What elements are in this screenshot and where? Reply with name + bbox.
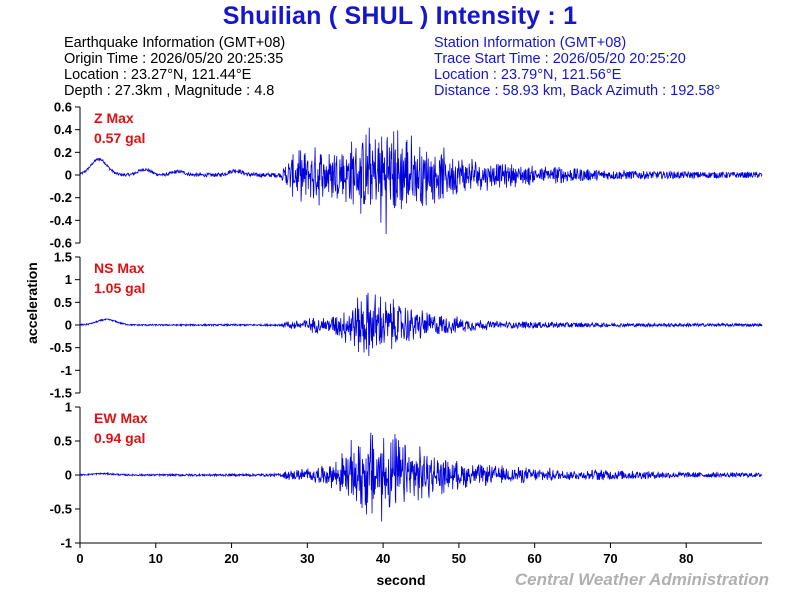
- x-tick-label: 10: [149, 551, 163, 566]
- max-label-ns: NS Max: [94, 260, 145, 276]
- chart-title: Shuilian ( SHUL ) Intensity : 1: [222, 2, 578, 30]
- x-tick-label: 60: [527, 551, 541, 566]
- y-tick-label: 0.4: [54, 122, 73, 137]
- y-tick-label: 0.2: [54, 145, 72, 160]
- station-location: Location : 23.79°N, 121.56°E: [434, 67, 622, 83]
- y-tick-label: -0.4: [50, 213, 73, 228]
- max-label-ew: EW Max: [94, 410, 148, 426]
- station-info: Station Information (GMT+08) Trace Start…: [434, 35, 720, 99]
- max-label-z: Z Max: [94, 110, 134, 126]
- y-tick-label: 0.5: [54, 295, 72, 310]
- y-tick-label: -0.2: [50, 190, 72, 205]
- x-tick-label: 40: [376, 551, 390, 566]
- y-tick-label: 1: [65, 272, 72, 287]
- x-axis-title: second: [376, 572, 425, 588]
- waveform-ew: [79, 432, 763, 522]
- y-tick-label: -0.5: [50, 340, 72, 355]
- trace-start-time: Trace Start Time : 2026/05/20 20:25:20: [434, 51, 686, 67]
- epicenter-location: Location : 23.27°N, 121.44°E: [64, 67, 252, 83]
- max-value-ew: 0.94 gal: [94, 430, 145, 446]
- y-tick-label: -1: [60, 363, 72, 378]
- y-tick-label: -1.5: [50, 386, 72, 401]
- x-tick-label: 0: [76, 551, 83, 566]
- credit-label: Central Weather Administration: [514, 570, 769, 589]
- x-tick-label: 50: [452, 551, 466, 566]
- y-tick-label: 1: [65, 400, 72, 415]
- y-tick-label: 0: [65, 318, 72, 333]
- earthquake-info: Earthquake Information (GMT+08) Origin T…: [64, 35, 285, 99]
- x-tick-label: 80: [679, 551, 693, 566]
- waveform-z: [79, 127, 763, 234]
- distance-azimuth: Distance : 58.93 km, Back Azimuth : 192.…: [434, 83, 721, 99]
- max-value-z: 0.57 gal: [94, 130, 145, 146]
- depth-magnitude: Depth : 27.3km , Magnitude : 4.8: [64, 83, 275, 99]
- station-info-heading: Station Information (GMT+08): [434, 35, 627, 51]
- y-tick-label: -1: [60, 536, 72, 551]
- y-tick-label: -0.6: [50, 236, 72, 251]
- x-tick-label: 20: [224, 551, 238, 566]
- y-tick-label: 0: [65, 168, 72, 183]
- y-tick-label: -0.5: [50, 502, 72, 517]
- earthquake-info-heading: Earthquake Information (GMT+08): [64, 35, 286, 51]
- y-tick-label: 0.5: [54, 434, 72, 449]
- x-tick-label: 70: [603, 551, 617, 566]
- y-axis-title: acceleration: [24, 262, 40, 344]
- origin-time: Origin Time : 2026/05/20 20:25:35: [64, 51, 284, 67]
- x-tick-label: 30: [300, 551, 314, 566]
- y-tick-label: 1.5: [54, 250, 72, 265]
- max-value-ns: 1.05 gal: [94, 280, 145, 296]
- waveform-ns: [79, 292, 763, 357]
- y-tick-label: 0: [65, 468, 72, 483]
- y-tick-label: 0.6: [54, 100, 72, 115]
